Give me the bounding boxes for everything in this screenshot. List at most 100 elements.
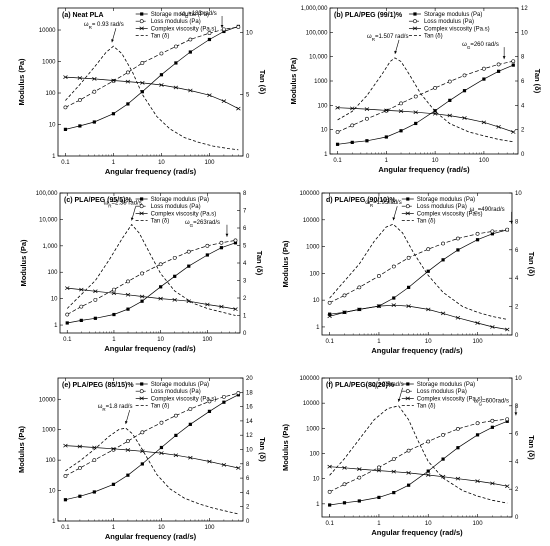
series-2 (335, 105, 516, 134)
series-line (65, 394, 239, 501)
y2-tick-label: 2 (521, 128, 525, 134)
y2-tick-label: 8 (246, 462, 250, 468)
panel-title: (e) PLA/PEG (85/15)% (62, 382, 134, 389)
annotation-arrowhead (124, 421, 128, 425)
series-line (329, 229, 508, 304)
data-point (219, 304, 224, 309)
y-axis-title: Modulus (Pa) (17, 425, 26, 473)
data-point (441, 241, 445, 246)
legend-marker (139, 204, 144, 209)
data-point (327, 314, 332, 319)
data-point (187, 264, 191, 268)
y-tick-label: 10 (51, 297, 58, 303)
data-point (159, 420, 164, 425)
data-point (207, 459, 212, 464)
legend-marker (140, 197, 144, 201)
y2-tick-label: 2 (515, 487, 519, 493)
data-point (377, 465, 381, 470)
data-point (475, 231, 480, 236)
series-0 (63, 393, 240, 502)
data-point (376, 468, 382, 473)
annotation-label: ωR=2.5rad/s (371, 382, 404, 390)
y2-tick-label: 14 (246, 419, 253, 425)
legend-label: Storage modulus (Pa) (417, 382, 475, 388)
data-point (505, 227, 510, 232)
data-point (342, 501, 347, 505)
data-point (447, 79, 452, 84)
legend-marker (139, 19, 144, 24)
series-2 (63, 443, 241, 470)
y-tick-label: 10 (313, 298, 320, 304)
data-point (462, 116, 467, 120)
data-point (391, 264, 396, 269)
data-point (233, 241, 238, 245)
series-1 (327, 227, 510, 305)
data-point (490, 425, 494, 429)
data-point (77, 466, 82, 470)
x-axis-title: Angular frequency (rad/s) (378, 165, 470, 174)
series-line (329, 229, 508, 315)
data-point (140, 430, 145, 435)
legend-label: Storage modulus (Pa) (417, 197, 475, 203)
data-point (207, 93, 212, 98)
legend-marker (139, 211, 144, 216)
legend-marker (139, 389, 144, 394)
data-point (456, 446, 460, 450)
data-point (140, 80, 145, 85)
plot-frame (321, 377, 513, 518)
data-point (384, 108, 389, 113)
legend-label: Loss modulus (Pa) (417, 204, 467, 210)
data-point (511, 59, 516, 64)
legend-label: Tan (δ) (151, 34, 170, 40)
data-point (139, 294, 145, 299)
data-point (392, 296, 396, 300)
data-point (79, 318, 83, 322)
data-point (327, 489, 332, 494)
data-point (140, 462, 144, 466)
data-point (111, 112, 116, 116)
series-0 (65, 241, 238, 325)
data-point (93, 297, 98, 302)
data-point (236, 25, 241, 29)
legend-label: Complex viscosity (Pa.s) (151, 26, 217, 32)
annotation-label: ωR= 0.93 rad/s (84, 22, 124, 30)
data-point (462, 89, 467, 93)
y2-tick-label: 6 (521, 79, 525, 85)
data-point (406, 470, 411, 475)
legend-label: Loss modulus (Pa) (151, 19, 201, 25)
data-point (413, 110, 418, 115)
data-point (384, 135, 388, 139)
annotation-arrowhead (502, 56, 506, 60)
data-point (205, 243, 210, 248)
data-point (221, 394, 226, 399)
x-tick-label: 100 (473, 521, 484, 527)
series-line (329, 304, 508, 330)
data-point (111, 482, 116, 486)
series-0 (335, 63, 515, 146)
x-tick-label: 1 (377, 339, 381, 345)
legend: Storage modulus (Pa)Loss modulus (Pa)Com… (401, 197, 482, 225)
y2-tick-label: 5 (246, 92, 250, 98)
y-tick-label: 1000 (42, 428, 56, 434)
y-tick-label: 1000 (306, 245, 320, 251)
data-point (92, 458, 97, 463)
data-point (125, 292, 131, 297)
x-axis-title: Angular frequency (rad/s) (371, 346, 463, 355)
y-tick-label: 10 (49, 489, 56, 495)
data-point (505, 417, 510, 422)
data-point (140, 90, 144, 94)
y-tick-label: 100 (309, 271, 320, 277)
data-point (236, 466, 241, 470)
data-point (426, 469, 430, 473)
legend: Storage modulus (Pa)Loss modulus (Pa)Com… (401, 382, 482, 410)
legend-label: Loss modulus (Pa) (424, 19, 474, 25)
legend-marker (140, 382, 144, 386)
data-point (448, 98, 452, 102)
x-tick-label: 0.1 (63, 337, 72, 343)
data-point (140, 271, 144, 276)
y-tick-label: 10000 (303, 401, 320, 407)
series-line (329, 420, 508, 506)
data-point (391, 303, 396, 308)
annotation-arrowhead (397, 398, 401, 402)
data-point (78, 124, 82, 128)
